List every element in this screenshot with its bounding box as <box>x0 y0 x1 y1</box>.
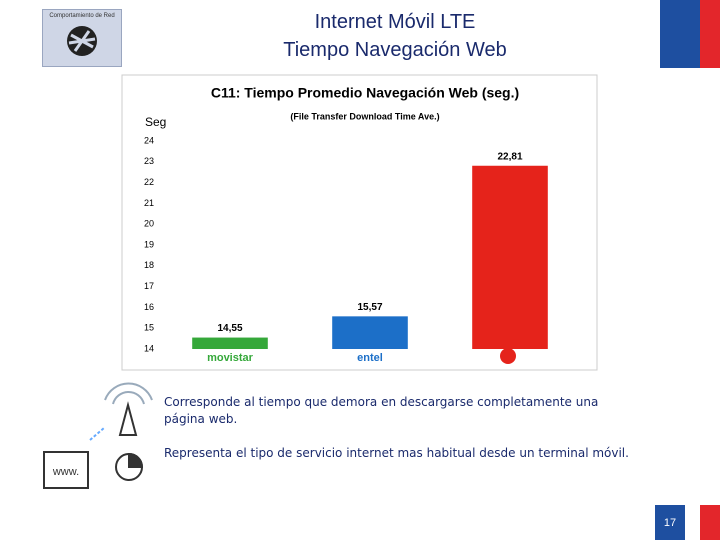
flag-blue <box>660 0 700 68</box>
y-tick-label: 21 <box>144 198 154 208</box>
claro-logo <box>500 348 516 364</box>
chart-frame <box>121 74 598 371</box>
badge-icon <box>67 26 97 56</box>
chart-subtitle: (File Transfer Download Time Ave.) <box>290 111 439 121</box>
icons: www. <box>43 382 153 489</box>
y-tick-label: 19 <box>144 239 154 249</box>
value-label: 15,57 <box>357 302 382 313</box>
bar <box>332 316 408 349</box>
y-tick-label: 14 <box>144 343 154 353</box>
page-box <box>655 505 685 540</box>
y-tick-label: 20 <box>144 219 154 229</box>
note: Corresponde al tiempo que demora en desc… <box>164 395 599 426</box>
note: Representa el tipo de servicio internet … <box>164 446 629 460</box>
value-label: 22,81 <box>497 151 522 162</box>
svg-text:www.: www. <box>52 466 79 478</box>
y-tick-label: 18 <box>144 260 154 270</box>
bar <box>192 337 268 349</box>
y-tick-label: 15 <box>144 323 154 333</box>
flag-red <box>700 0 720 68</box>
bar <box>472 165 548 349</box>
x-tick-label: movistar <box>207 352 254 364</box>
y-axis-label: Seg <box>145 115 166 129</box>
header-subtitle: Tiempo Navegación Web <box>283 39 507 61</box>
header: Internet Móvil LTE Tiempo Navegación Web <box>230 8 560 64</box>
y-tick-label: 22 <box>144 177 154 187</box>
y-tick-label: 16 <box>144 302 154 312</box>
x-tick-label: entel <box>357 352 383 364</box>
y-tick-label: 24 <box>144 135 154 145</box>
value-label: 14,55 <box>217 323 242 334</box>
page-number: 17 <box>664 517 676 529</box>
badge: Comportamiento de Red <box>42 9 122 67</box>
badge-text: Comportamiento de Red <box>49 13 115 19</box>
page-strip <box>700 505 720 540</box>
chart-title: C11: Tiempo Promedio Navegación Web (seg… <box>211 85 519 101</box>
header-title: Internet Móvil LTE <box>314 11 476 33</box>
y-tick-label: 17 <box>144 281 154 291</box>
y-tick-label: 23 <box>144 156 154 166</box>
notes: Corresponde al tiempo que demora en desc… <box>164 394 634 479</box>
